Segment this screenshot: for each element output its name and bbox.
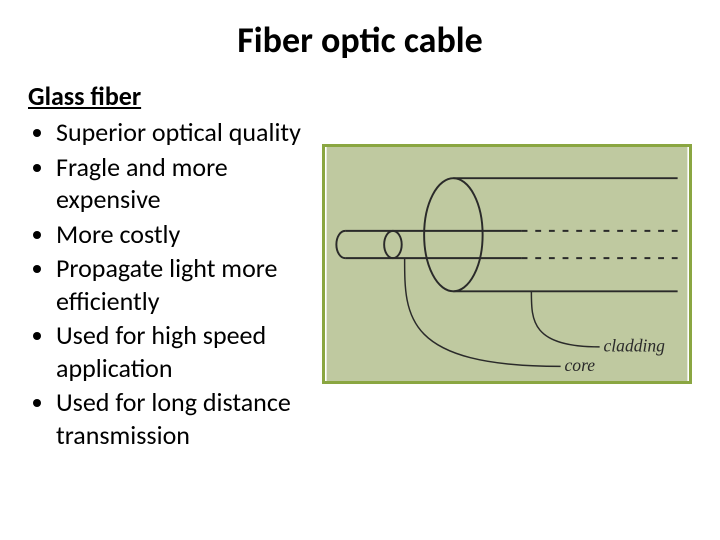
fiber-optic-diagram: cladding core [322,144,692,384]
cladding-label: cladding [604,336,666,356]
bullet-item: Propagate light more efficiently [56,252,314,317]
slide: Fiber optic cable Glass fiber Superior o… [0,0,720,540]
content-row: Superior optical quality Fragle and more… [28,116,692,453]
subtitle-glass-fiber: Glass fiber [28,80,692,112]
slide-title: Fiber optic cable [28,18,692,62]
diagram-container: cladding core [322,144,692,389]
bullet-item: Used for long distance transmission [56,386,314,451]
bullet-item: Superior optical quality [56,116,314,149]
bullet-item: Fragle and more expensive [56,151,314,216]
bullet-list: Superior optical quality Fragle and more… [28,116,314,453]
core-label: core [565,355,596,375]
bullet-item: Used for high speed application [56,319,314,384]
bullet-item: More costly [56,218,314,251]
